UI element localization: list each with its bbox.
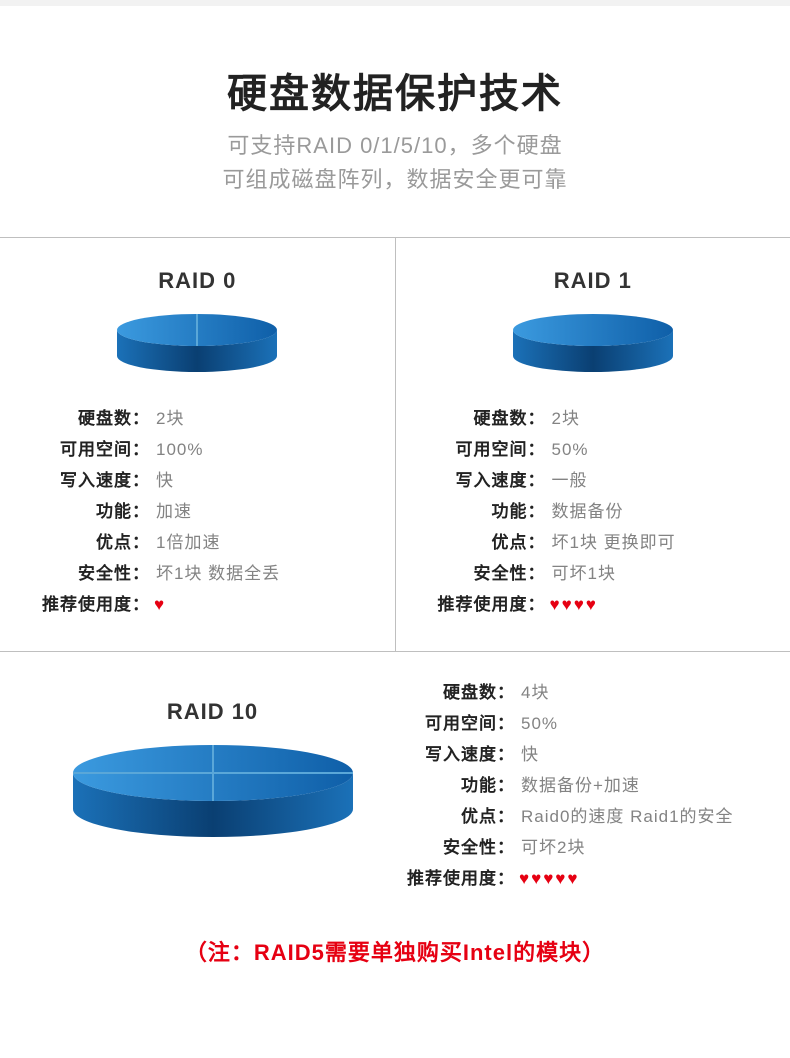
label-usable-space: 可用空间： [436,435,546,460]
raid1-function: 数据备份 [552,497,624,522]
raid1-title: RAID 1 [436,268,751,294]
raid10-disk [40,743,385,839]
raid10-row: RAID 10 硬盘数：4块 可用空间： 50% 写入速度：快 功能：数据备份+加… [0,652,790,905]
page-title: 硬盘数据保护技术 [0,61,790,119]
label-safety: 安全性： [40,559,150,584]
raid0-advantage: 1倍加速 [156,528,220,553]
raid1-hearts: ♥♥♥♥ [550,595,598,615]
raid0-usable-space: 100% [156,440,203,460]
raid1-disk [436,312,751,374]
label-write-speed: 写入速度： [405,740,515,765]
raid0-disk-count: 2块 [156,404,184,429]
raid10-specs: 硬盘数：4块 可用空间： 50% 写入速度：快 功能：数据备份+加速 优点：Rai… [385,672,750,895]
raid1-advantage: 坏1块 更换即可 [552,528,676,553]
label-usable-space: 可用空间： [40,435,150,460]
label-disk-count: 硬盘数： [405,678,515,703]
label-disk-count: 硬盘数： [40,404,150,429]
raid1-disk-count: 2块 [552,404,580,429]
label-function: 功能： [436,497,546,522]
label-recommend: 推荐使用度： [40,590,150,615]
label-function: 功能： [405,771,515,796]
raid10-usable-space: 50% [521,714,558,734]
raid0-disk [40,312,355,374]
raid10-write-speed: 快 [521,740,539,765]
page-subtitle: 可支持RAID 0/1/5/10，多个硬盘 可组成磁盘阵列，数据安全更可靠 [0,129,790,197]
subtitle-line-1: 可支持RAID 0/1/5/10，多个硬盘 [227,133,562,158]
label-advantage: 优点： [436,528,546,553]
raid0-write-speed: 快 [156,466,174,491]
raid0-specs: 硬盘数：2块 可用空间： 100% 写入速度：快 功能：加速 优点：1倍加速 安全… [40,404,355,615]
raid10-function: 数据备份+加速 [521,771,640,796]
raid10-disk-count: 4块 [521,678,549,703]
label-usable-space: 可用空间： [405,709,515,734]
raid-grid-top: RAID 0 硬盘数：2块 可用空间：100% 写入速度：快 功能：加速 优点：… [0,237,790,652]
raid10-advantage: Raid0的速度 Raid1的安全 [521,802,734,827]
raid0-cell: RAID 0 硬盘数：2块 可用空间： 100% 写入速度：快 功能：加速 优点：… [0,238,396,651]
label-function: 功能： [40,497,150,522]
label-advantage: 优点： [405,802,515,827]
label-disk-count: 硬盘数： [436,404,546,429]
raid10-hearts: ♥♥♥♥♥ [519,869,579,889]
subtitle-line-2: 可组成磁盘阵列，数据安全更可靠 [222,167,567,192]
raid1-safety: 可坏1块 [552,559,616,584]
raid0-hearts: ♥ [154,595,166,615]
label-recommend: 推荐使用度： [436,590,546,615]
raid10-safety: 可坏2块 [521,833,585,858]
label-write-speed: 写入速度： [40,466,150,491]
footer-note: （注：RAID5需要单独购买Intel的模块） [0,935,790,967]
label-safety: 安全性： [405,833,515,858]
raid0-function: 加速 [156,497,192,522]
raid1-specs: 硬盘数：2块 可用空间： 50% 写入速度：一般 功能：数据备份 优点：坏1块 更… [436,404,751,615]
raid1-usable-space: 50% [552,440,589,460]
raid1-cell: RAID 1 硬盘数：2块 可用空间： 50% 写入速度：一般 功能：数据备份 优… [396,238,790,651]
label-safety: 安全性： [436,559,546,584]
raid0-title: RAID 0 [40,268,355,294]
label-write-speed: 写入速度： [436,466,546,491]
raid10-title: RAID 10 [40,699,385,725]
raid1-write-speed: 一般 [552,466,588,491]
header: 硬盘数据保护技术 可支持RAID 0/1/5/10，多个硬盘 可组成磁盘阵列，数… [0,6,790,237]
label-advantage: 优点： [40,528,150,553]
raid0-safety: 坏1块 数据全丢 [156,559,280,584]
raid10-left: RAID 10 [40,699,385,869]
label-recommend: 推荐使用度： [405,864,515,889]
